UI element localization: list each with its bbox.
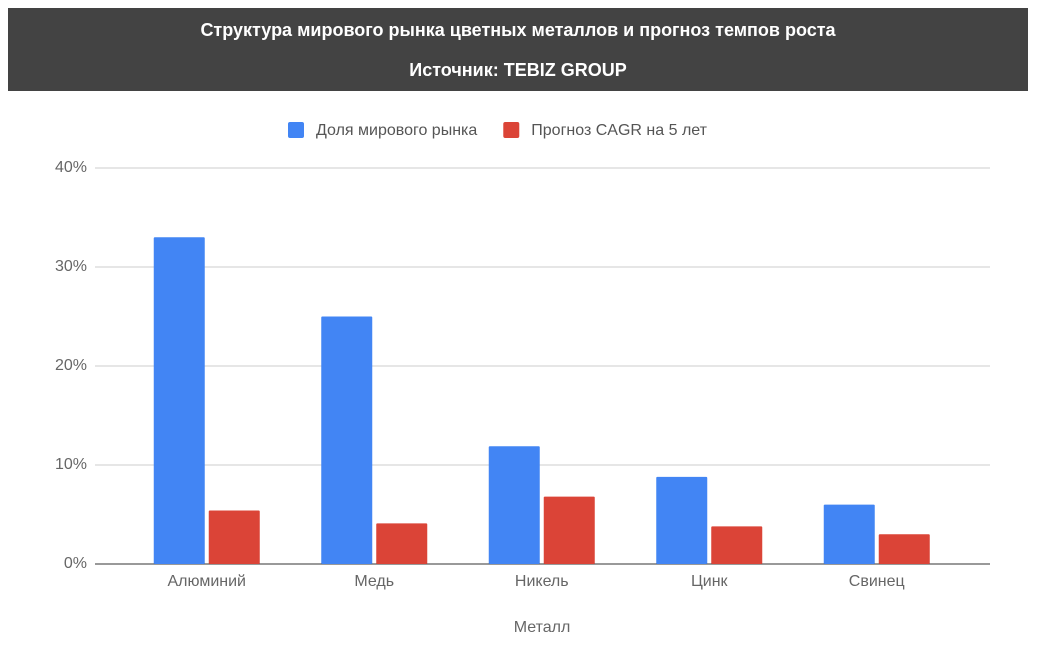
bar <box>153 237 205 565</box>
legend-label: Доля мирового рынка <box>316 122 477 139</box>
y-tick-label: 40% <box>55 159 87 176</box>
bar <box>656 476 708 564</box>
x-tick-label: Никель <box>515 573 569 590</box>
y-tick-label: 30% <box>55 258 87 275</box>
legend-swatch <box>288 122 304 138</box>
chart-subtitle: Источник: TEBIZ GROUP <box>409 60 626 80</box>
y-tick-label: 10% <box>55 456 87 473</box>
x-tick-label: Алюминий <box>168 573 246 590</box>
bar <box>878 534 930 564</box>
bar <box>321 316 373 564</box>
bar <box>208 510 260 564</box>
header-band <box>8 8 1028 91</box>
y-tick-label: 20% <box>55 357 87 374</box>
legend-label: Прогноз CAGR на 5 лет <box>531 122 707 139</box>
y-tick-label: 0% <box>64 555 87 572</box>
x-tick-label: Свинец <box>849 573 905 590</box>
bar <box>488 446 540 564</box>
x-axis-label: Металл <box>514 619 571 636</box>
bar <box>543 496 595 564</box>
x-tick-label: Цинк <box>691 573 729 590</box>
bar <box>711 526 763 564</box>
chart-title: Структура мирового рынка цветных металло… <box>200 20 836 40</box>
bar <box>823 504 875 564</box>
legend-swatch <box>503 122 520 138</box>
x-tick-label: Медь <box>354 573 394 590</box>
bar <box>376 523 428 564</box>
